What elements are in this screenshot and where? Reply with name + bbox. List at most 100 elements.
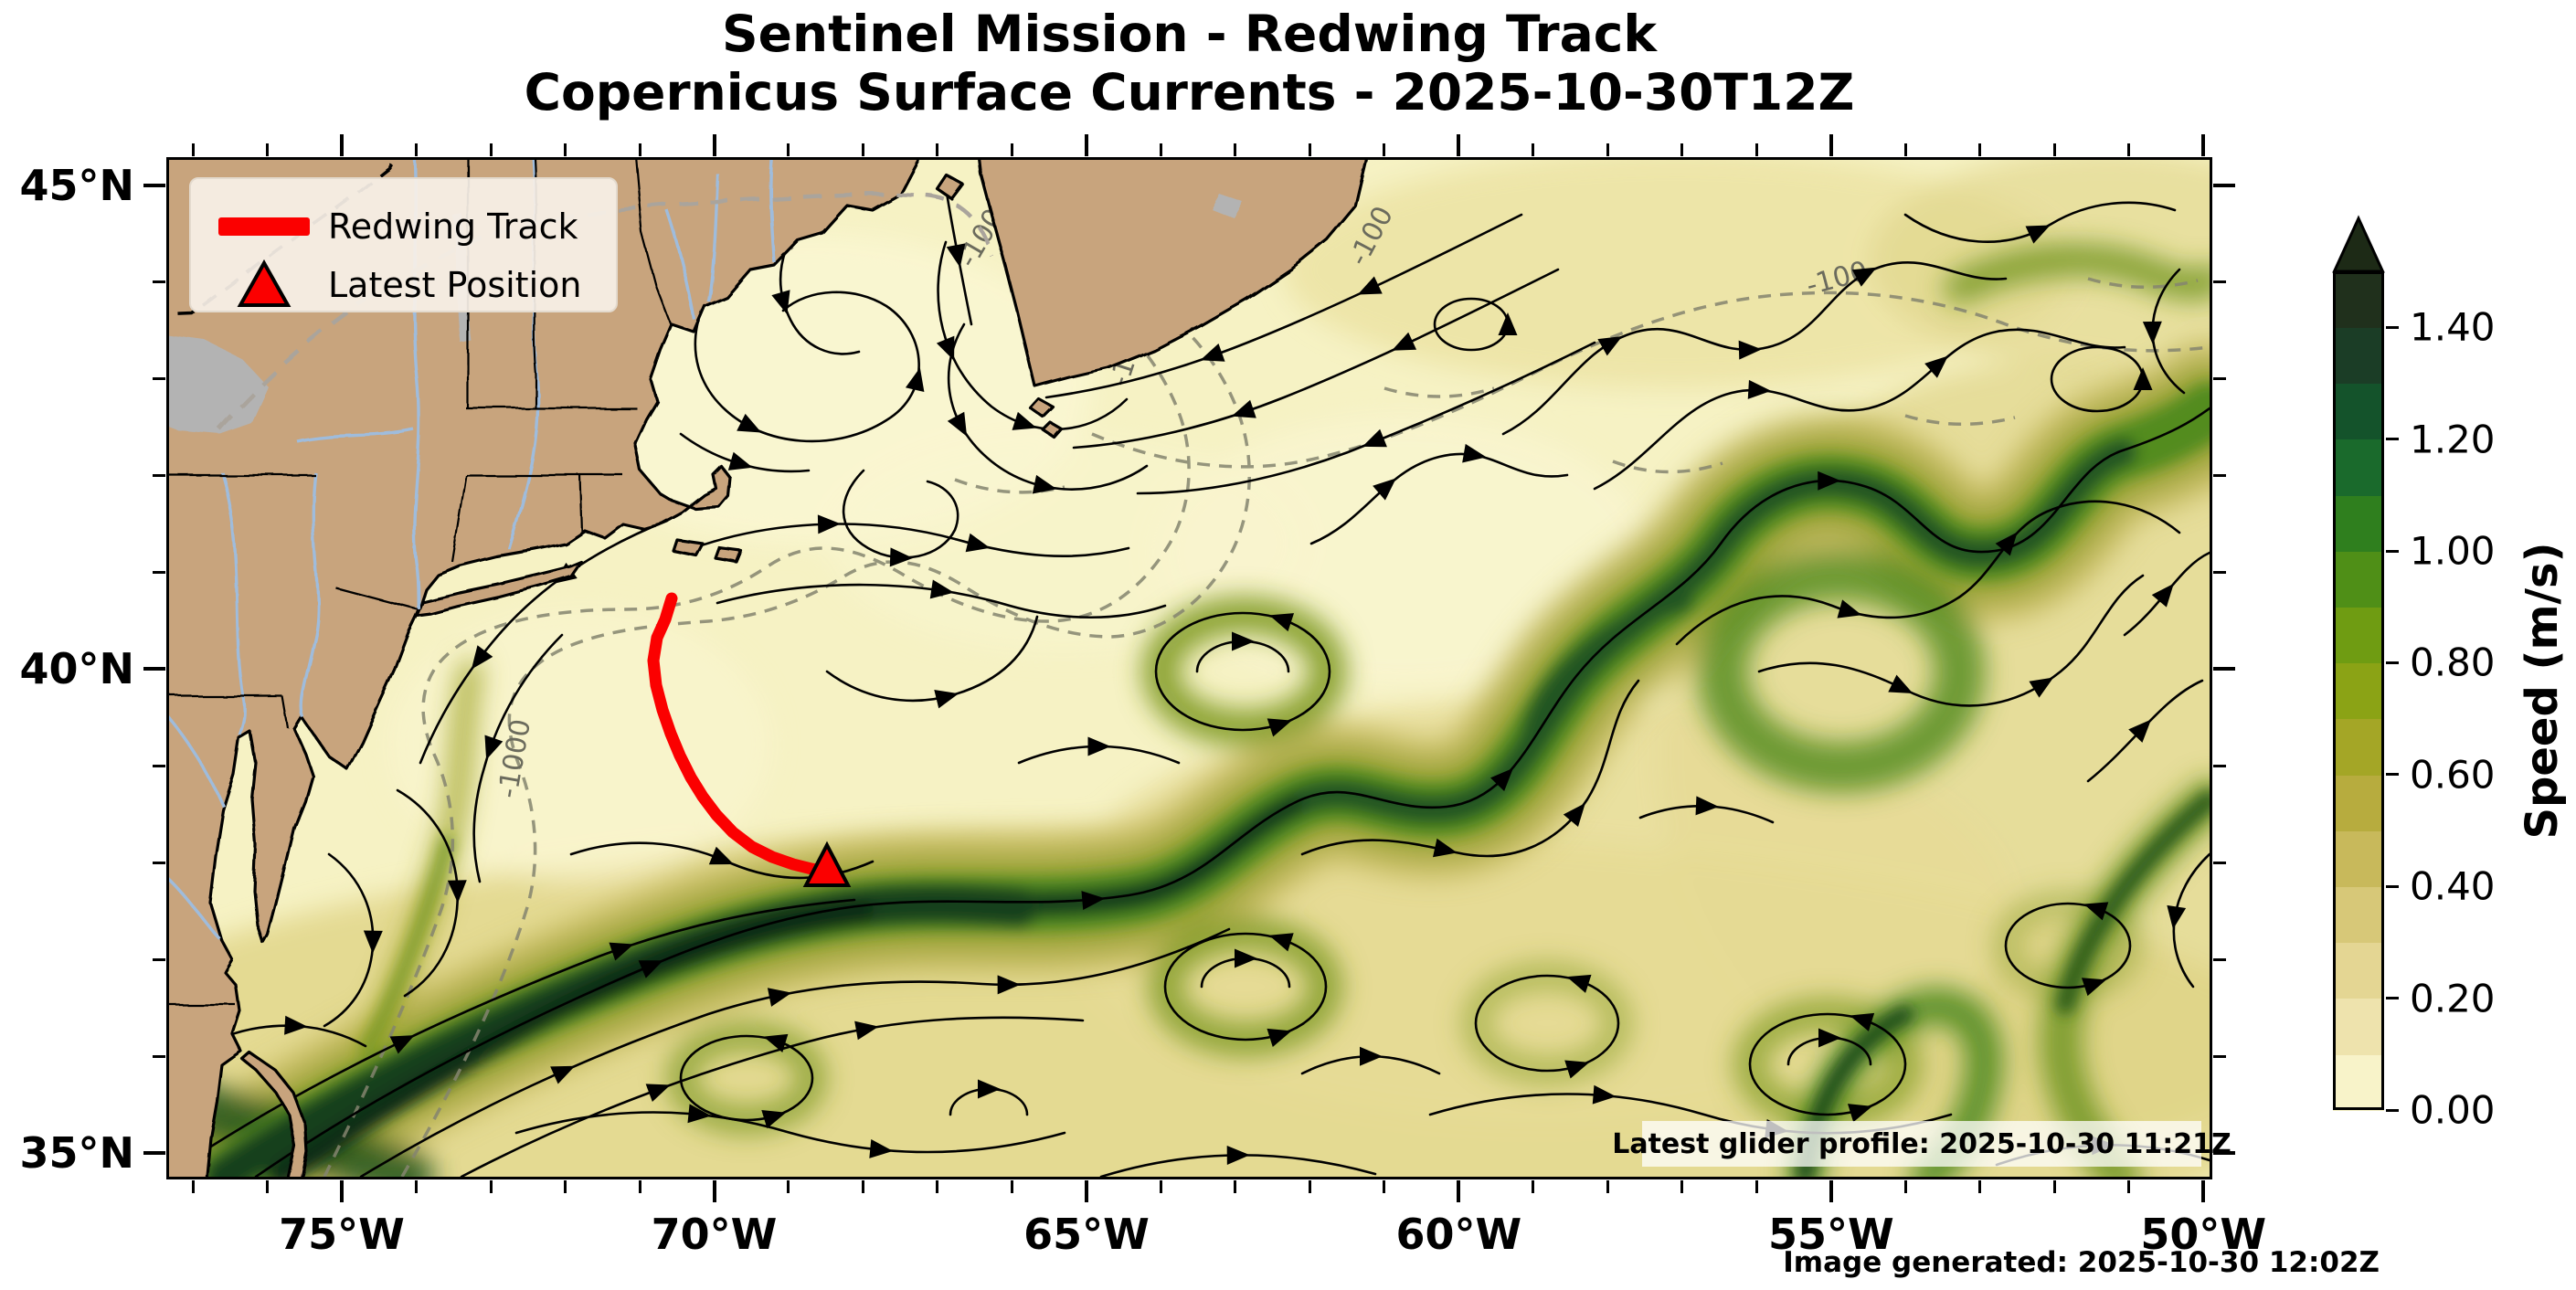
colorbar-segment <box>2333 774 2384 831</box>
legend-item-track-label: Redwing Track <box>328 206 578 247</box>
colorbar-segment <box>2333 383 2384 440</box>
tick-mark <box>936 1180 939 1193</box>
tick-mark <box>415 143 419 156</box>
x-tick-label: 55°W <box>1767 1210 1894 1259</box>
colorbar-segment <box>2333 718 2384 776</box>
y-tick-label: 45°N <box>19 160 134 210</box>
colorbar-tick-label: 0.60 <box>2410 752 2496 798</box>
tick-mark <box>2213 667 2235 671</box>
tick-mark <box>564 1180 567 1193</box>
tick-mark <box>861 143 864 156</box>
tick-mark <box>1606 143 1609 156</box>
tick-mark <box>638 1180 641 1193</box>
tick-mark <box>2213 764 2226 767</box>
tick-mark <box>2213 473 2226 477</box>
tick-mark <box>1532 143 1535 156</box>
colorbar-segment <box>2333 494 2384 552</box>
tick-mark <box>2052 1180 2056 1193</box>
tick-mark <box>1308 143 1311 156</box>
tick-mark <box>266 143 270 156</box>
tick-mark <box>1606 1180 1609 1193</box>
tick-mark <box>153 764 165 767</box>
tick-mark <box>153 861 165 864</box>
tick-mark <box>489 143 493 156</box>
tick-mark <box>153 957 165 961</box>
x-tick-label: 70°W <box>651 1210 778 1259</box>
colorbar-tick <box>2386 325 2399 329</box>
colorbar-tick <box>2386 1108 2399 1112</box>
tick-mark <box>2213 376 2226 380</box>
tick-mark <box>1532 1180 1535 1193</box>
x-tick-label: 75°W <box>279 1210 405 1259</box>
colorbar-segment <box>2333 942 2384 999</box>
tick-mark <box>2213 570 2226 574</box>
colorbar-tick-label: 1.00 <box>2410 528 2496 574</box>
map-canvas: -100 -100 -100 -1000 -1000 <box>169 160 2210 1177</box>
x-tick-label: 50°W <box>2140 1210 2267 1259</box>
tick-mark <box>2201 1180 2206 1202</box>
tick-mark <box>2213 957 2226 961</box>
generated-timestamp: Image generated: 2025-10-30 12:02Z <box>1783 1246 2380 1279</box>
colorbar-arrow-cap <box>2332 215 2385 273</box>
tick-mark <box>1754 1180 1758 1193</box>
colorbar-segment <box>2333 998 2384 1055</box>
x-tick-label: 60°W <box>1395 1210 1522 1259</box>
x-tick-label: 65°W <box>1023 1210 1150 1259</box>
tick-mark <box>1010 1180 1013 1193</box>
tick-mark <box>1457 1180 1461 1202</box>
tick-mark <box>143 183 165 187</box>
legend-position-triangle-icon <box>237 259 292 307</box>
tick-mark <box>712 134 716 156</box>
colorbar-tick-label: 0.40 <box>2410 863 2496 909</box>
tick-mark <box>1084 1180 1088 1202</box>
tick-mark <box>2213 1151 2235 1156</box>
tick-mark <box>1010 143 1013 156</box>
tick-mark <box>153 280 165 284</box>
colorbar-segment <box>2333 886 2384 944</box>
colorbar-segment <box>2333 439 2384 496</box>
colorbar-tick <box>2386 661 2399 664</box>
colorbar-outline <box>2333 271 2384 1110</box>
state-borders <box>169 160 673 1006</box>
tick-mark <box>153 473 165 477</box>
tick-mark <box>1234 143 1237 156</box>
colorbar-segment <box>2333 607 2384 664</box>
colorbar-segment <box>2333 551 2384 608</box>
y-tick-label: 35°N <box>19 1128 134 1179</box>
tick-mark <box>1159 1180 1162 1193</box>
glider-profile-annotation: Latest glider profile: 2025-10-30 11:21Z <box>1612 1121 2231 1167</box>
tick-mark <box>1383 1180 1386 1193</box>
colorbar-segment <box>2333 327 2384 385</box>
tick-mark <box>2213 280 2226 284</box>
tick-mark <box>564 143 567 156</box>
legend: Redwing Track Latest Position <box>189 177 618 312</box>
tick-mark <box>1308 1180 1311 1193</box>
land <box>169 160 1368 1177</box>
colorbar-tick-label: 0.20 <box>2410 976 2496 1021</box>
glider-track-line <box>647 592 830 877</box>
colorbar-segment <box>2333 662 2384 720</box>
colorbar-tick <box>2386 997 2399 1000</box>
tick-mark <box>861 1180 864 1193</box>
tick-mark <box>787 143 790 156</box>
tick-mark <box>1754 143 1758 156</box>
plot-title-line1: Sentinel Mission - Redwing Track <box>722 5 1657 63</box>
tick-mark <box>2213 183 2235 187</box>
tick-mark <box>143 1151 165 1156</box>
tick-mark <box>153 570 165 574</box>
plot-title-line2: Copernicus Surface Currents - 2025-10-30… <box>524 63 1855 122</box>
tick-mark <box>340 134 345 156</box>
colorbar-tick <box>2386 884 2399 888</box>
tick-mark <box>340 1180 345 1202</box>
tick-mark <box>638 143 641 156</box>
tick-mark <box>1084 134 1088 156</box>
y-tick-label: 40°N <box>19 644 134 694</box>
tick-mark <box>2052 143 2056 156</box>
tick-mark <box>2127 1180 2131 1193</box>
tick-mark <box>1457 134 1461 156</box>
tick-mark <box>2201 134 2206 156</box>
colorbar-segment <box>2333 1053 2384 1111</box>
tick-mark <box>489 1180 493 1193</box>
tick-mark <box>266 1180 270 1193</box>
